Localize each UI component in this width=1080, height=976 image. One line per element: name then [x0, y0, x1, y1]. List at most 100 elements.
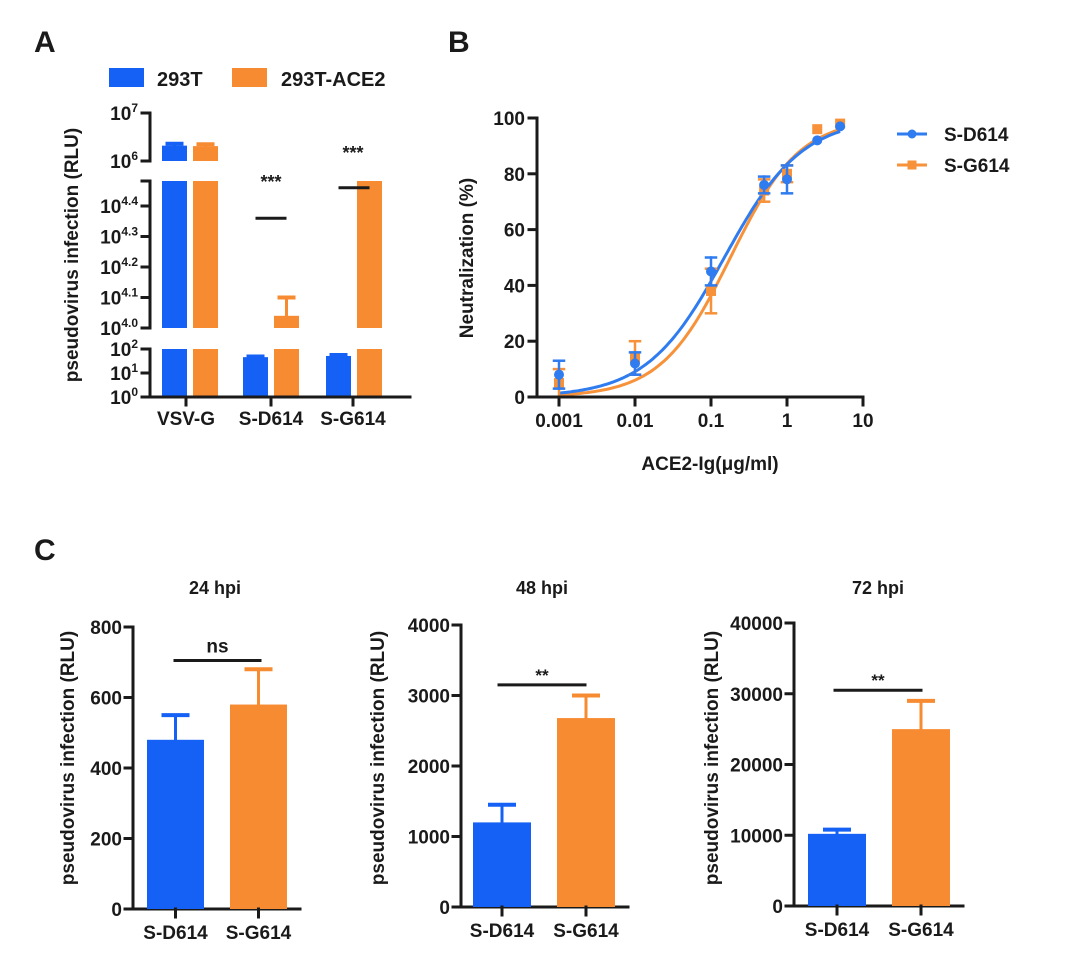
- panel-c2-bar-S-D614: [473, 822, 531, 907]
- panel-label-b: B: [448, 26, 470, 59]
- panel-a-y-tick-label: 104.1: [100, 286, 138, 310]
- panel-a-bar-293T-VSV-G-seg0: [162, 349, 187, 397]
- panel-c2-x-tick-label: S-G614: [553, 921, 619, 942]
- panel-c1-y-tick-label: 0: [111, 900, 122, 921]
- panel-c-48hpi-chart: 48 hpi pseudovirus infection (RLU) 0 1000…: [368, 578, 630, 942]
- panel-c3-y-tick-label: 30000: [730, 685, 783, 706]
- panel-a-bar-293T-VSV-G-seg2: [162, 145, 187, 161]
- panel-a-bar-293T-S-G614-seg0: [326, 355, 351, 397]
- panel-b-point-S-D614: [759, 179, 770, 190]
- panel-b-y-tick-label: 20: [504, 332, 525, 353]
- panel-c2-y-tick-label: 3000: [408, 687, 450, 708]
- panel-b-point-S-D614: [630, 358, 640, 369]
- legend-label-sg614: S-G614: [944, 156, 1010, 177]
- panel-c3-significance-label: **: [871, 671, 885, 690]
- panel-a-y-tick-label: 101: [110, 361, 138, 385]
- panel-b-x-tick-label: 0.01: [617, 411, 654, 432]
- panel-c1-y-tick-label: 400: [90, 759, 122, 780]
- panel-c1-x-tick-label: S-G614: [226, 923, 292, 944]
- panel-label-a: A: [34, 26, 56, 59]
- panel-c3-y-tick-label: 40000: [730, 614, 783, 635]
- panel-a-y-tick-label: 104.2: [100, 255, 138, 279]
- panel-c3-y-tick-label: 10000: [730, 826, 783, 847]
- panel-a-y-tick-label: 107: [110, 101, 138, 125]
- panel-c2-y-tick-label: 1000: [408, 828, 450, 849]
- panel-b-point-S-G614: [706, 285, 716, 296]
- legend-marker-sd614: [907, 129, 917, 139]
- panel-c1-title: 24 hpi: [189, 578, 241, 598]
- panel-a-bars: [162, 141, 382, 397]
- panel-c1-significance-label: ns: [206, 636, 228, 657]
- panel-a-y-tick-label: 104.0: [100, 316, 138, 340]
- panel-b-point-S-D614: [835, 121, 846, 132]
- panel-a-bar-293T-ACE2-S-D614-seg1: [274, 315, 299, 328]
- panel-c2-bar-S-G614: [557, 718, 615, 907]
- panel-a-ylabel: pseudovirus infection (RLU): [62, 128, 83, 382]
- panel-a-xtick-vsvg: VSV-G: [157, 409, 215, 430]
- panel-a-chart: 293T 293T-ACE2 pseudovirus infection (RL…: [62, 68, 412, 430]
- panel-c3-x-tick-label: S-G614: [888, 920, 954, 941]
- panel-c-24hpi-chart: 24 hpi pseudovirus infection (RLU) 0 200 4…: [58, 578, 302, 944]
- panel-c2-y-tick-label: 4000: [408, 616, 450, 637]
- legend-label-293t: 293T: [157, 69, 203, 91]
- panel-b-chart: Neutralization (%) ACE2-Ig(μg/ml) 0 20 40 6…: [457, 109, 1010, 475]
- panel-b-y-tick-label: 60: [504, 221, 525, 242]
- panel-b-point-S-D614: [782, 174, 792, 185]
- legend-swatch-293t: [109, 68, 144, 87]
- panel-a-bar-293T-ACE2-VSV-G-seg2: [193, 146, 218, 161]
- panel-a-sig-sg614: ***: [342, 143, 363, 163]
- panel-a-y-tick-label: 100: [110, 385, 138, 409]
- panel-b-plot: [552, 118, 846, 399]
- legend-marker-sg614: [907, 160, 917, 170]
- panel-a-bar-293T-ACE2-S-D614-seg0: [274, 349, 299, 397]
- legend-label-293t-ace2: 293T-ACE2: [281, 69, 386, 91]
- panel-b-point-S-D614: [554, 369, 564, 380]
- panel-c2-y-tick-label: 0: [439, 898, 450, 919]
- panel-b-ylabel: Neutralization (%): [457, 178, 478, 338]
- panel-b-x-tick-label: 1: [782, 411, 793, 432]
- panel-a-bar-293T-S-D614-seg0: [243, 357, 268, 397]
- panel-c3-title: 72 hpi: [852, 578, 904, 598]
- panel-b-fit-curve-S-D614: [558, 130, 841, 395]
- panel-c2-x-tick-label: S-D614: [470, 921, 535, 942]
- panel-a-xtick-sg614: S-G614: [320, 409, 386, 430]
- panel-b-point-S-G614: [812, 124, 823, 135]
- panel-c2-significance-label: **: [535, 666, 549, 685]
- panel-b-x-tick-label: 10: [852, 411, 873, 432]
- panel-a-y-tick-label: 106: [110, 149, 138, 173]
- panel-a-bar-293T-ACE2-VSV-G-seg0: [193, 349, 218, 397]
- panel-b-legend: S-D614 S-G614: [897, 125, 1010, 177]
- panel-a-sig-sd614: ***: [260, 172, 281, 192]
- panel-b-x-tick-label: 0.001: [535, 411, 583, 432]
- panel-c3-y-tick-label: 0: [772, 897, 783, 918]
- panel-c1-ylabel: pseudovirus infection (RLU): [58, 631, 79, 885]
- panel-b-fit-curve-S-G614: [558, 127, 841, 397]
- panel-c3-bar-S-G614: [892, 729, 950, 906]
- panel-c3-x-tick-label: S-D614: [805, 920, 870, 941]
- legend-label-sd614: S-D614: [944, 125, 1009, 146]
- panel-b-x-tick-label: 0.1: [698, 411, 725, 432]
- panel-c1-y-tick-label: 800: [90, 618, 122, 639]
- panel-a-bar-293T-ACE2-S-G614-seg1: [357, 181, 382, 328]
- panel-c2-y-tick-label: 2000: [408, 757, 450, 778]
- panel-b-point-S-D614: [706, 266, 716, 277]
- panel-c2-ylabel: pseudovirus infection (RLU): [368, 631, 389, 885]
- legend-swatch-293t-ace2: [232, 68, 267, 87]
- panel-c2-title: 48 hpi: [516, 578, 568, 598]
- panel-a-xtick-sd614: S-D614: [239, 409, 304, 430]
- panel-b-axes: [527, 116, 865, 407]
- panel-a-bar-293T-VSV-G-seg1: [162, 181, 187, 328]
- panel-b-y-tick-label: 100: [493, 109, 525, 130]
- panel-a-y-tick-label: 104.4: [100, 194, 138, 218]
- panel-c1-x-tick-label: S-D614: [143, 923, 208, 944]
- panel-a-y-tick-label: 102: [110, 337, 138, 361]
- panel-b-xlabel: ACE2-Ig(μg/ml): [641, 454, 778, 475]
- panel-c1-y-tick-label: 200: [90, 830, 122, 851]
- panel-c3-ylabel: pseudovirus infection (RLU): [702, 631, 723, 885]
- panel-b-y-tick-label: 0: [514, 388, 525, 409]
- panel-c3-y-tick-label: 20000: [730, 756, 783, 777]
- panel-c1-y-tick-label: 600: [90, 689, 122, 710]
- panel-a-bar-293T-ACE2-S-G614-seg0: [357, 349, 382, 397]
